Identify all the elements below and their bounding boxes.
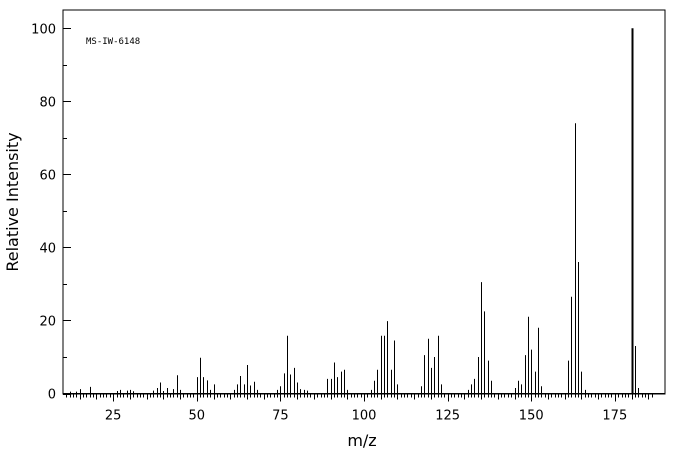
peak-bars [70,28,639,394]
y-tick-label: 60 [39,168,56,183]
x-tick-label: 175 [602,409,627,424]
spectrum-id-label: MS-IW-6148 [86,37,140,47]
y-axis: 0 20 40 60 80 100 [31,22,71,403]
x-tick-label: 125 [435,409,460,424]
y-tick-label: 40 [39,241,56,256]
x-tick-label: 50 [189,409,206,424]
y-tick-label: 80 [39,95,56,110]
x-tick-label: 150 [519,409,544,424]
plot-frame [62,9,666,395]
y-axis-label: Relative Intensity [3,132,22,271]
x-tick-label: 100 [352,409,377,424]
y-tick-label: 0 [48,388,56,403]
x-tick-label: 25 [105,409,122,424]
x-axis-label: m/z [347,431,376,450]
y-tick-label: 100 [31,22,56,37]
x-tick-label: 75 [272,409,289,424]
x-axis: 25 50 75 100 125 150 175 [66,393,653,424]
y-tick-label: 20 [39,314,56,329]
